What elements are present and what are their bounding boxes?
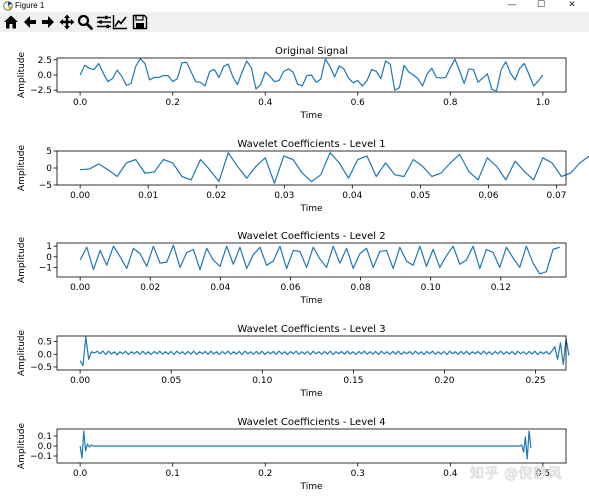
chart-5-ytick-label: 0.1 — [38, 432, 52, 442]
chart-5-xtick-label: 0.2 — [258, 469, 272, 479]
chart-3-xtick-label: 0.00 — [70, 283, 90, 293]
chart-3-ytick-label: 1 — [46, 242, 52, 252]
chart-1-ylabel: Amplitude — [17, 51, 27, 98]
chart-4-ytick-label: 0.5 — [38, 338, 52, 348]
chart-3-ytick-label: 0 — [46, 253, 52, 263]
chart-3-ylabel: Amplitude — [17, 236, 27, 283]
chart-2-xtick-label: 0.01 — [138, 191, 158, 201]
chart-5-xtick-label: 0.5 — [536, 469, 550, 479]
chart-2-xtick-label: 0.04 — [342, 191, 362, 201]
maximize-button[interactable]: ☐ — [536, 0, 546, 10]
chart-2-xtick-label: 0.03 — [274, 191, 294, 201]
chart-2-series-line — [80, 152, 589, 184]
pan-icon[interactable] — [59, 14, 75, 30]
chart-1-title: Original Signal — [275, 46, 348, 57]
chart-3-xtick-label: 0.06 — [280, 283, 300, 293]
chart-5-ytick-label: −0.1 — [30, 452, 52, 462]
chart-1-xtick-label: 0.8 — [443, 98, 458, 108]
chart-1-ytick-label: −2.5 — [30, 86, 52, 96]
chart-4-xtick-label: 0.20 — [434, 376, 454, 386]
chart-4-xtick-label: 0.00 — [70, 376, 90, 386]
chart-4-series-line — [79, 336, 570, 367]
chart-1-series-line — [79, 58, 544, 92]
chart-4-xtick-label: 0.15 — [343, 376, 363, 386]
edit-axes-icon[interactable] — [112, 14, 128, 30]
chart-1-xtick-label: 0.0 — [73, 98, 88, 108]
chart-2-xtick-label: 0.06 — [478, 191, 498, 201]
chart-2-xtick-label: 0.00 — [70, 191, 90, 201]
window-title: Figure 1 — [15, 1, 45, 10]
chart-2-xlabel: Time — [299, 204, 322, 214]
chart-5-xlabel: Time — [299, 482, 322, 492]
chart-1-ytick-label: 0.0 — [38, 71, 53, 81]
subplots-icon[interactable] — [96, 14, 112, 30]
chart-3-xlabel: Time — [299, 296, 322, 306]
close-button[interactable]: ✕ — [568, 0, 576, 10]
window-titlebar: Figure 1 — ☐ ✕ — [0, 0, 589, 12]
chart-1-ytick-label: 2.5 — [38, 56, 52, 66]
chart-4-xtick-label: 0.25 — [526, 376, 546, 386]
home-icon[interactable] — [3, 14, 19, 30]
chart-3-xtick-label: 0.10 — [421, 283, 441, 293]
chart-2-xtick-label: 0.05 — [410, 191, 430, 201]
chart-3-xtick-label: 0.12 — [491, 283, 511, 293]
chart-5-title: Wavelet Coefficients - Level 4 — [237, 417, 385, 428]
chart-5-xtick-label: 0.1 — [166, 469, 180, 479]
forward-icon[interactable] — [40, 14, 56, 30]
chart-3-title: Wavelet Coefficients - Level 2 — [237, 231, 385, 242]
chart-3-ytick-label: −1 — [39, 263, 52, 273]
chart-1-xtick-label: 0.4 — [258, 98, 273, 108]
chart-1-xtick-label: 0.2 — [166, 98, 180, 108]
chart-4-title: Wavelet Coefficients - Level 3 — [237, 324, 385, 335]
chart-5-xtick-label: 0.4 — [443, 469, 458, 479]
toolbar — [0, 12, 589, 32]
chart-2-axes-frame — [56, 150, 567, 186]
figure-canvas[interactable]: Original Signal 0.0 0.2 0.4 0.6 0.8 1.0 2.5 0.0−… — [0, 32, 589, 500]
save-icon[interactable] — [132, 14, 148, 30]
chart-3-axes-frame — [56, 242, 567, 278]
chart-4-xlabel: Time — [299, 389, 322, 399]
chart-5-ylabel: Amplitude — [17, 422, 27, 469]
chart-2-xtick-label: 0.02 — [206, 191, 226, 201]
chart-2-ytick-label: 5 — [46, 147, 52, 157]
chart-4-ylabel: Amplitude — [17, 329, 27, 376]
chart-5-series-line — [79, 430, 532, 460]
chart-2-title: Wavelet Coefficients - Level 1 — [237, 139, 385, 150]
matplotlib-app-icon — [3, 1, 13, 11]
chart-5-ytick-label: 0.0 — [38, 442, 53, 452]
chart-1-xlabel: Time — [299, 111, 322, 121]
chart-5-xtick-label: 0.3 — [351, 469, 365, 479]
chart-3-xtick-label: 0.08 — [351, 283, 371, 293]
chart-4-ytick-label: −0.5 — [30, 363, 52, 373]
chart-3-xtick-label: 0.02 — [140, 283, 160, 293]
chart-4-xtick-label: 0.05 — [161, 376, 181, 386]
zoom-icon[interactable] — [77, 14, 93, 30]
chart-2-ylabel: Amplitude — [17, 144, 27, 191]
chart-4-ytick-label: 0.0 — [38, 350, 53, 360]
chart-1-xtick-label: 1.0 — [536, 98, 551, 108]
chart-4-axes-frame — [56, 335, 567, 371]
chart-2-xtick-label: 0.07 — [546, 191, 566, 201]
chart-4-xtick-label: 0.10 — [252, 376, 272, 386]
minimize-button[interactable]: — — [507, 0, 517, 10]
chart-5-xtick-label: 0.0 — [73, 469, 88, 479]
chart-1-xtick-label: 0.6 — [351, 98, 366, 108]
chart-3-series-line — [79, 244, 560, 275]
chart-2-ytick-label: −5 — [39, 181, 52, 191]
chart-3-xtick-label: 0.04 — [210, 283, 230, 293]
watermark: 知乎 @倪静风 — [470, 466, 562, 482]
chart-2-ytick-label: 0 — [46, 164, 52, 174]
back-icon[interactable] — [22, 14, 38, 30]
